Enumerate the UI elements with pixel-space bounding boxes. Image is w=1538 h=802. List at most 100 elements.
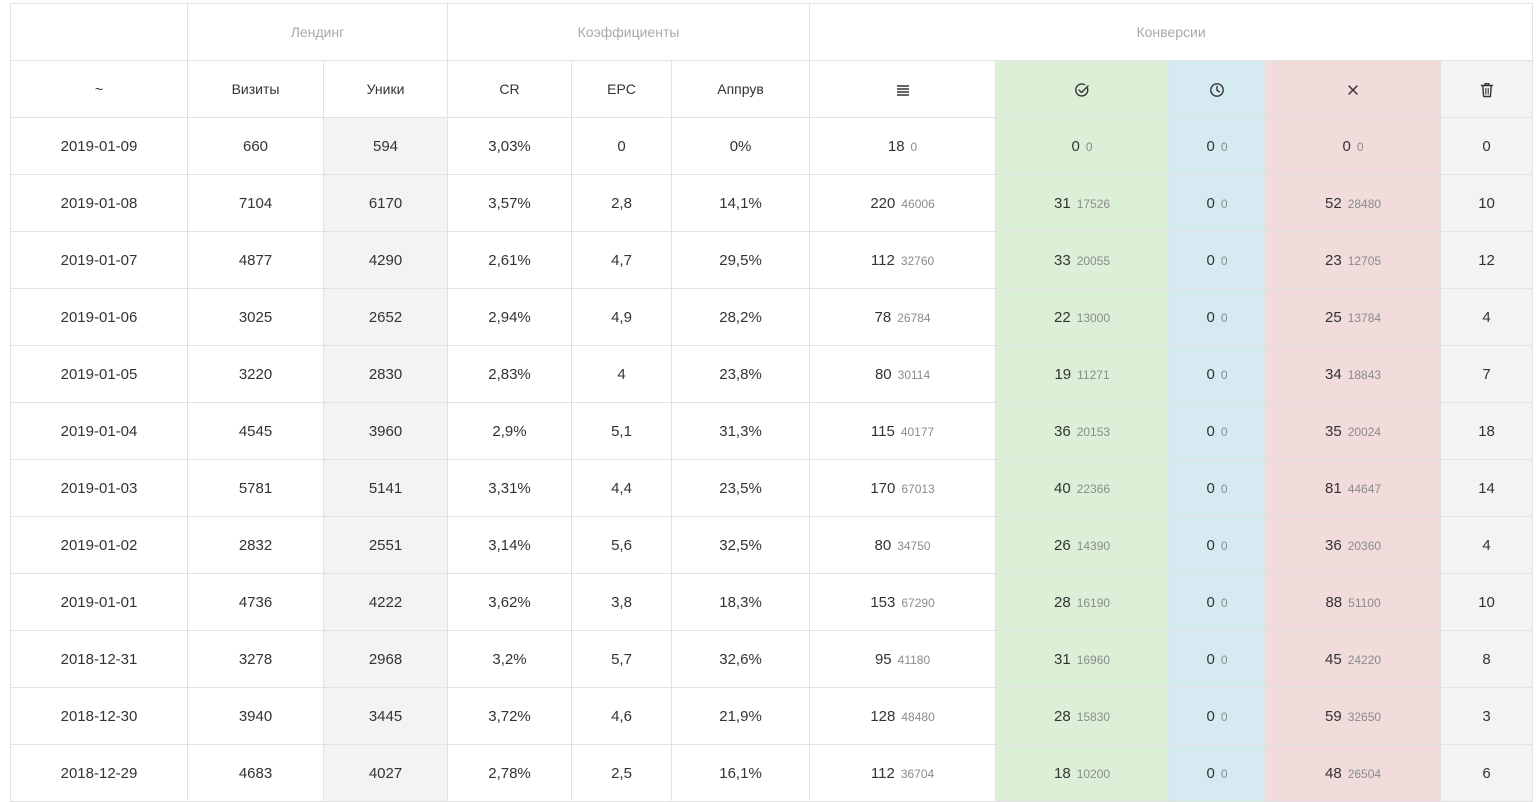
uniques-cell: 2968 bbox=[322, 630, 449, 688]
header-epc[interactable]: EPC bbox=[571, 60, 673, 118]
total-count: 95 bbox=[874, 650, 892, 668]
total-count: 78 bbox=[874, 308, 892, 326]
approved-conversions-cell: 36 20153 bbox=[995, 402, 1170, 460]
total-sum: 40177 bbox=[900, 424, 935, 439]
total-sum: 30114 bbox=[897, 367, 931, 382]
group-landing: Лендинг bbox=[186, 3, 449, 61]
approved-sum: 17526 bbox=[1076, 196, 1111, 211]
approve-rate-cell: 16,1% bbox=[671, 744, 811, 802]
uniques-cell: 4290 bbox=[322, 231, 449, 289]
table-row[interactable]: 2019-01-04 4545 3960 2,9% 5,1 31,3% 115 4… bbox=[10, 402, 1534, 460]
header-rejected[interactable] bbox=[1265, 60, 1442, 118]
epc-cell: 4,6 bbox=[571, 687, 673, 745]
rejected-count: 81 bbox=[1325, 479, 1342, 497]
approved-count: 19 bbox=[1054, 365, 1072, 383]
header-approve[interactable]: Аппрув bbox=[671, 60, 811, 118]
total-count: 80 bbox=[874, 536, 892, 554]
conversion-stats-table: Лендинг Коэффициенты Конверсии ~ Визиты … bbox=[10, 3, 1534, 802]
approved-conversions-cell: 22 13000 bbox=[995, 288, 1170, 346]
header-hold[interactable] bbox=[1168, 60, 1267, 118]
table-row[interactable]: 2019-01-07 4877 4290 2,61% 4,7 29,5% 112… bbox=[10, 231, 1534, 289]
table-row[interactable]: 2019-01-03 5781 5141 3,31% 4,4 23,5% 170… bbox=[10, 459, 1534, 517]
table-row[interactable]: 2019-01-06 3025 2652 2,94% 4,9 28,2% 78 2… bbox=[10, 288, 1534, 346]
trash-cell: 8 bbox=[1440, 630, 1534, 688]
rejected-sum: 24220 bbox=[1347, 652, 1382, 667]
approved-count: 31 bbox=[1054, 650, 1071, 668]
uniques-cell: 594 bbox=[322, 117, 449, 175]
rejected-count: 34 bbox=[1325, 365, 1342, 383]
approved-sum: 20153 bbox=[1076, 424, 1111, 439]
rejected-count: 88 bbox=[1325, 593, 1343, 611]
total-conversions-cell: 220 46006 bbox=[809, 174, 997, 232]
epc-cell: 2,8 bbox=[571, 174, 673, 232]
visits-cell: 7104 bbox=[187, 174, 324, 232]
cr-cell: 3,2% bbox=[447, 630, 573, 688]
hold-count: 0 bbox=[1206, 536, 1215, 554]
hold-sum: 0 bbox=[1220, 709, 1228, 724]
rejected-conversions-cell: 35 20024 bbox=[1265, 402, 1442, 460]
rejected-sum: 26504 bbox=[1347, 766, 1382, 781]
rejected-count: 25 bbox=[1325, 308, 1342, 326]
visits-cell: 660 bbox=[187, 117, 324, 175]
rejected-count: 45 bbox=[1325, 650, 1342, 668]
table-row[interactable]: 2019-01-02 2832 2551 3,14% 5,6 32,5% 80 3… bbox=[10, 516, 1534, 574]
header-approved[interactable] bbox=[995, 60, 1170, 118]
visits-cell: 4683 bbox=[187, 744, 324, 802]
uniques-cell: 3445 bbox=[322, 687, 449, 745]
approve-rate-cell: 28,2% bbox=[671, 288, 811, 346]
rejected-conversions-cell: 88 51100 bbox=[1265, 573, 1442, 631]
approve-rate-cell: 31,3% bbox=[671, 402, 811, 460]
header-total[interactable] bbox=[809, 60, 997, 118]
date-cell: 2018-12-29 bbox=[10, 744, 188, 802]
total-sum: 67013 bbox=[901, 481, 935, 496]
approve-rate-cell: 21,9% bbox=[671, 687, 811, 745]
rejected-count: 23 bbox=[1325, 251, 1342, 269]
total-count: 18 bbox=[887, 137, 905, 155]
date-cell: 2019-01-04 bbox=[10, 402, 188, 460]
rejected-conversions-cell: 59 32650 bbox=[1265, 687, 1442, 745]
rejected-conversions-cell: 45 24220 bbox=[1265, 630, 1442, 688]
header-uniques[interactable]: Уники bbox=[322, 60, 449, 118]
header-trash[interactable] bbox=[1440, 60, 1534, 118]
hold-sum: 0 bbox=[1220, 424, 1228, 439]
hold-count: 0 bbox=[1206, 251, 1215, 269]
hold-count: 0 bbox=[1206, 422, 1215, 440]
approved-count: 40 bbox=[1054, 479, 1071, 497]
trash-cell: 12 bbox=[1440, 231, 1534, 289]
uniques-cell: 6170 bbox=[322, 174, 449, 232]
total-sum: 0 bbox=[910, 139, 918, 154]
approve-rate-cell: 29,5% bbox=[671, 231, 811, 289]
table-row[interactable]: 2019-01-01 4736 4222 3,62% 3,8 18,3% 153… bbox=[10, 573, 1534, 631]
table-row[interactable]: 2019-01-08 7104 6170 3,57% 2,8 14,1% 220… bbox=[10, 174, 1534, 232]
header-cr[interactable]: CR bbox=[447, 60, 573, 118]
table-row[interactable]: 2018-12-31 3278 2968 3,2% 5,7 32,6% 95 41… bbox=[10, 630, 1534, 688]
rejected-conversions-cell: 25 13784 bbox=[1265, 288, 1442, 346]
epc-cell: 5,7 bbox=[571, 630, 673, 688]
uniques-cell: 5141 bbox=[322, 459, 449, 517]
approved-conversions-cell: 31 16960 bbox=[995, 630, 1170, 688]
hold-sum: 0 bbox=[1220, 538, 1228, 553]
hold-count: 0 bbox=[1206, 194, 1215, 212]
table-row[interactable]: 2019-01-05 3220 2830 2,83% 4 23,8% 80 301… bbox=[10, 345, 1534, 403]
rejected-sum: 44647 bbox=[1347, 481, 1382, 496]
hold-count: 0 bbox=[1206, 365, 1215, 383]
uniques-cell: 2551 bbox=[322, 516, 449, 574]
table-row[interactable]: 2018-12-29 4683 4027 2,78% 2,5 16,1% 112… bbox=[10, 744, 1534, 802]
trash-icon bbox=[1480, 80, 1494, 97]
header-date[interactable]: ~ bbox=[10, 60, 188, 118]
epc-cell: 4,9 bbox=[571, 288, 673, 346]
table-row[interactable]: 2018-12-30 3940 3445 3,72% 4,6 21,9% 128… bbox=[10, 687, 1534, 745]
header-visits[interactable]: Визиты bbox=[187, 60, 324, 118]
hold-count: 0 bbox=[1206, 137, 1215, 155]
trash-cell: 10 bbox=[1440, 174, 1534, 232]
approved-count: 28 bbox=[1054, 593, 1071, 611]
total-conversions-cell: 112 32760 bbox=[809, 231, 997, 289]
rejected-sum: 18843 bbox=[1347, 367, 1382, 382]
hold-sum: 0 bbox=[1220, 139, 1228, 154]
